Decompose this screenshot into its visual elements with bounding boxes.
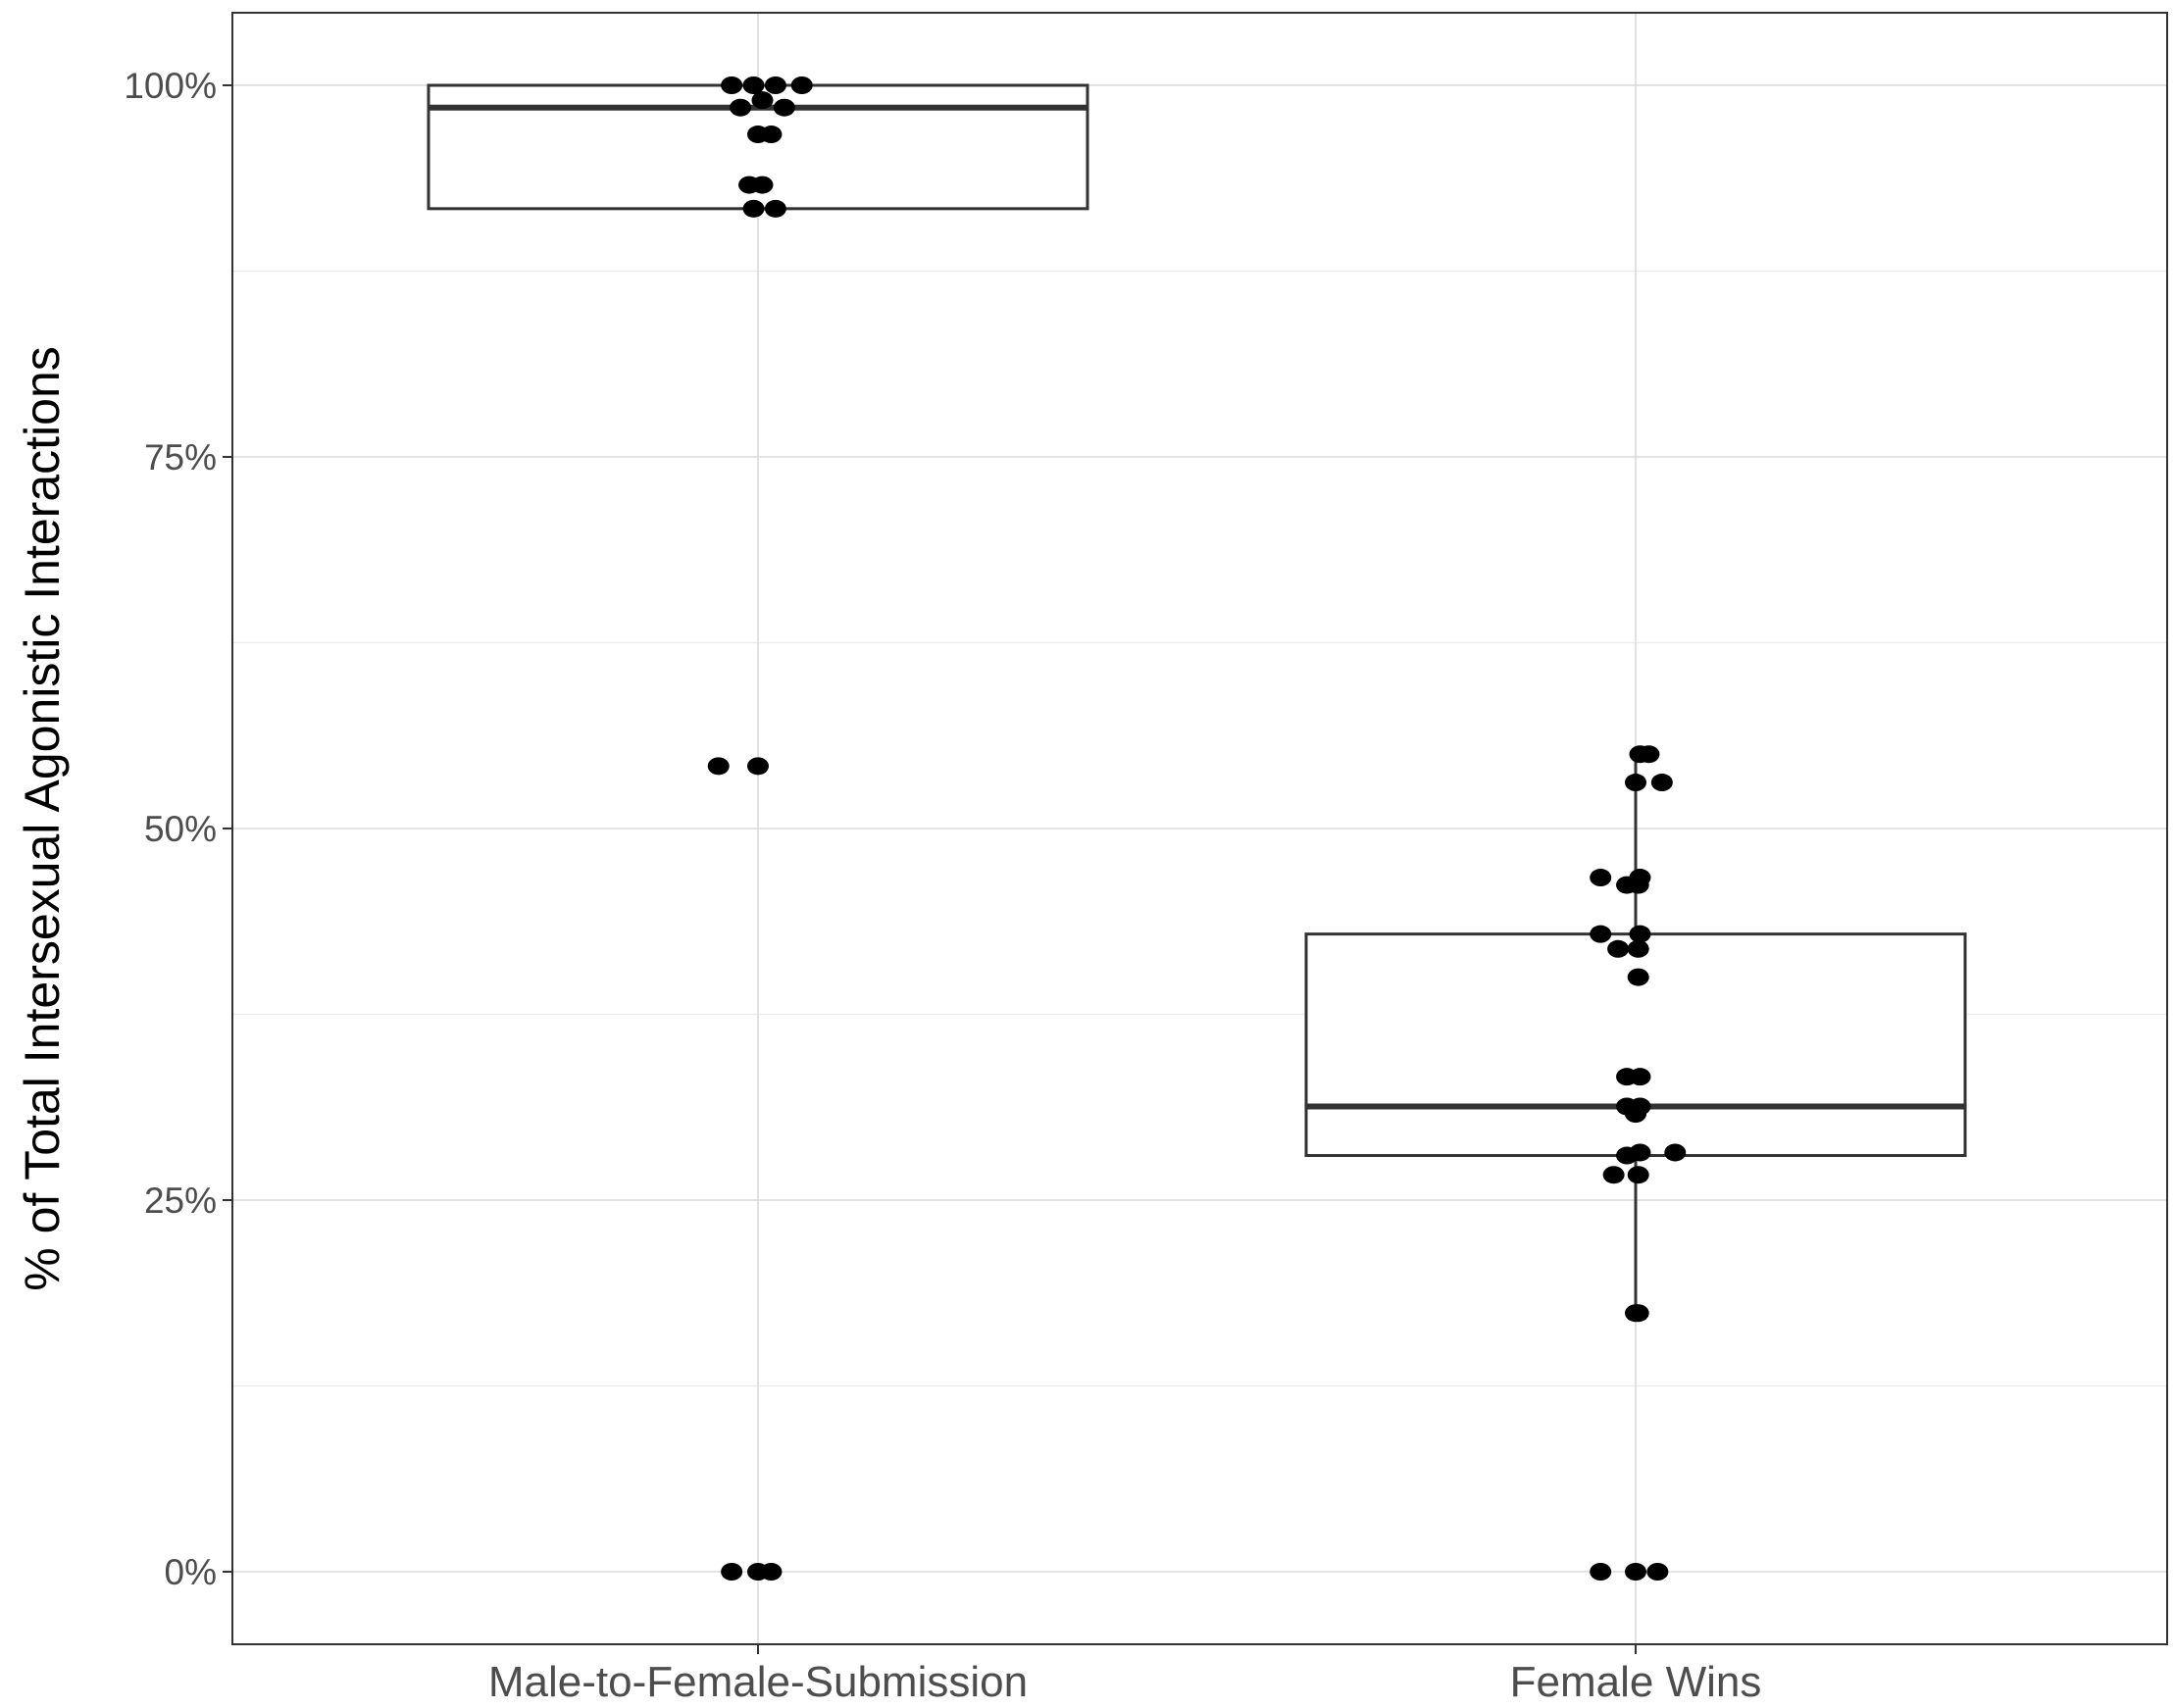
data-point [1590,925,1612,943]
x-tick-label: Male-to-Female-Submission [488,1658,1028,1706]
data-point [742,76,765,94]
grid-lines [232,13,2167,1644]
data-point [1627,1166,1649,1184]
data-point [773,98,795,117]
y-tick-label: 25% [144,1181,217,1221]
data-point [751,176,774,194]
data-point [1590,869,1612,887]
data-point [1625,774,1646,792]
data-point [1638,745,1660,764]
data-point [1629,1068,1651,1086]
y-tick-label: 0% [165,1552,217,1592]
y-axis-title: % of Total Intersexual Agonistic Interac… [15,346,70,1291]
x-axis-ticks: Male-to-Female-Submission Female Wins [488,1644,1761,1706]
data-point [1625,1563,1646,1581]
data-point [1602,1166,1625,1184]
data-point [790,76,813,94]
data-point [1627,939,1649,958]
y-tick-label: 75% [144,437,217,477]
data-point [1607,939,1630,958]
data-point [1629,1143,1651,1162]
data-point [764,76,786,94]
data-point [1646,1563,1669,1581]
y-axis-ticks: 0% 25% 50% 75% 100% [124,66,232,1592]
data-point [742,199,765,218]
data-point [760,126,783,144]
data-point [730,98,752,117]
data-point [1650,774,1673,792]
y-tick-label: 50% [144,809,217,849]
y-tick-label: 100% [124,66,217,106]
data-point [1664,1143,1687,1162]
data-point [721,76,743,94]
data-point [1627,968,1649,986]
data-point [764,199,786,218]
data-points [707,76,1687,1581]
data-point [1590,1563,1612,1581]
data-point [1629,869,1651,887]
data-point [707,757,730,776]
data-point [751,91,774,110]
x-tick-label: Female Wins [1510,1658,1762,1706]
data-point [1629,1097,1651,1116]
data-point [721,1563,743,1581]
data-point [1627,1304,1649,1323]
data-point [760,1563,783,1581]
data-point [747,757,769,776]
data-point [1629,925,1651,943]
